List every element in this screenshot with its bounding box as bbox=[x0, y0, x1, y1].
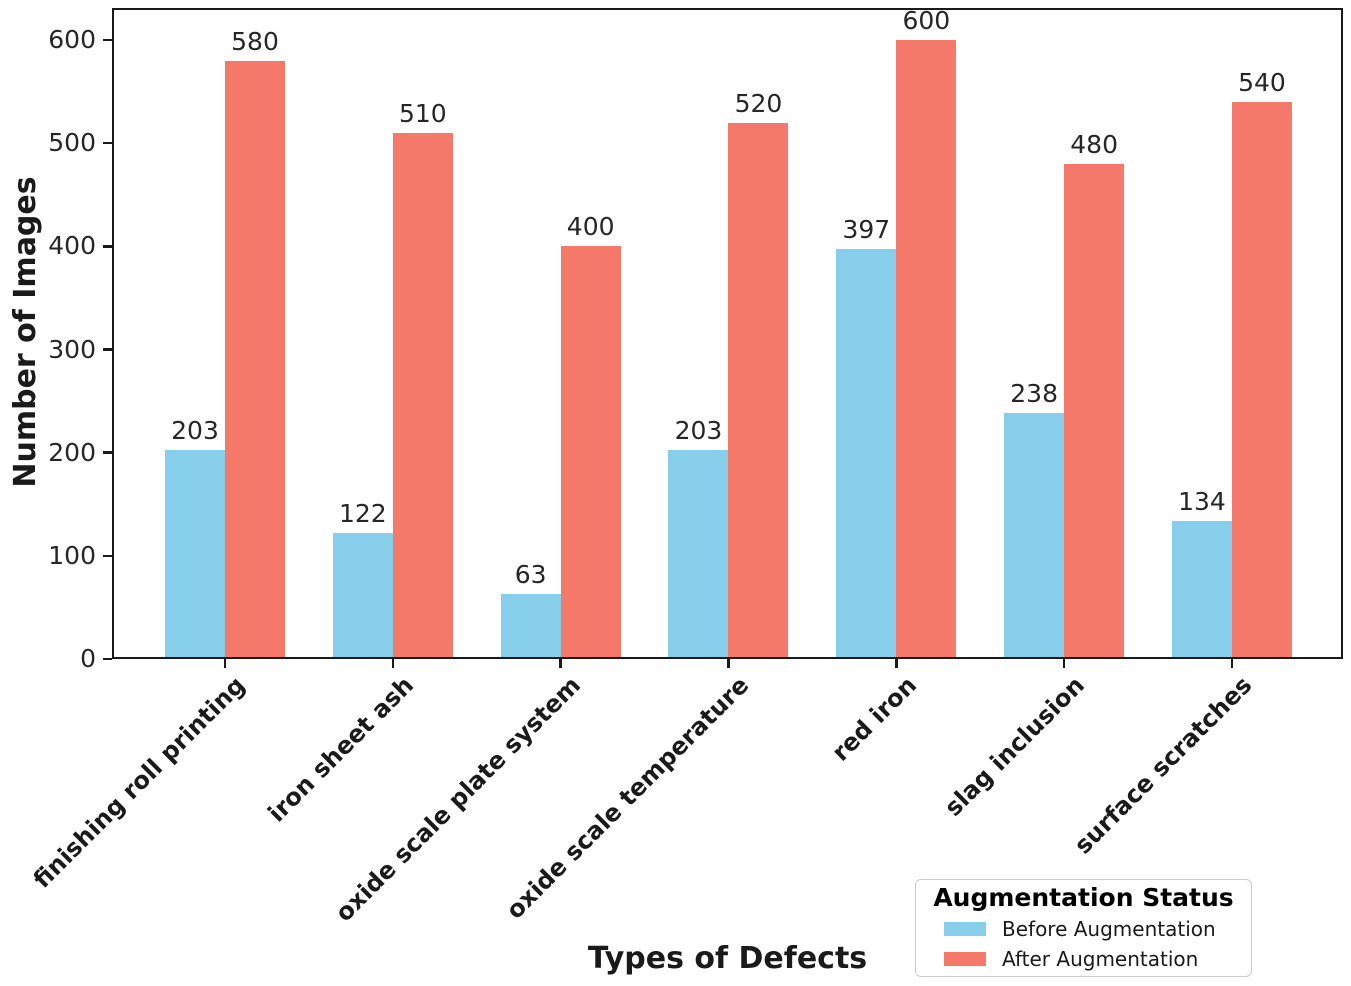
bar-before-augmentation bbox=[668, 449, 729, 659]
bar-value-label: 238 bbox=[1010, 379, 1058, 409]
bar-value-label: 540 bbox=[1238, 67, 1286, 97]
bar-after-augmentation bbox=[560, 246, 621, 659]
y-tick-mark bbox=[103, 245, 112, 248]
x-tick-mark bbox=[895, 659, 898, 668]
y-tick-mark bbox=[103, 451, 112, 454]
bar-value-label: 510 bbox=[398, 98, 447, 128]
legend-entry-label: After Augmentation bbox=[1002, 947, 1199, 971]
y-tick-label: 400 bbox=[48, 231, 96, 261]
legend-swatch bbox=[944, 922, 986, 936]
x-tick-label: slag inclusion bbox=[939, 671, 1090, 822]
legend-entry-label: Before Augmentation bbox=[1002, 917, 1216, 941]
y-tick-mark bbox=[103, 657, 112, 661]
x-tick-mark bbox=[1062, 659, 1066, 668]
y-tick-label: 500 bbox=[48, 128, 96, 158]
y-tick-label: 200 bbox=[48, 437, 96, 467]
x-tick-mark bbox=[223, 659, 227, 668]
y-tick-label: 600 bbox=[48, 25, 96, 54]
x-tick-label: red iron bbox=[826, 671, 923, 767]
bar-value-label: 134 bbox=[1178, 486, 1226, 516]
y-tick-label: 300 bbox=[48, 334, 96, 364]
legend-swatch bbox=[944, 952, 986, 966]
y-axis-title: Number of Images bbox=[8, 176, 43, 488]
y-tick-mark bbox=[103, 38, 112, 42]
x-tick-mark bbox=[1230, 659, 1234, 668]
y-tick-label: 0 bbox=[80, 644, 96, 673]
x-tick-label: finishing roll printing bbox=[28, 671, 251, 894]
bar-value-label: 122 bbox=[338, 499, 387, 529]
bar-after-augmentation bbox=[225, 60, 285, 659]
bar-before-augmentation bbox=[332, 533, 393, 659]
y-tick-mark bbox=[103, 141, 112, 145]
legend-title: Augmentation Status bbox=[933, 883, 1234, 912]
bar-value-label: 397 bbox=[842, 215, 891, 245]
bar-value-label: 480 bbox=[1070, 129, 1118, 159]
legend-entries: Before Augmentation After Augmentation bbox=[916, 915, 1251, 973]
bar-value-label: 520 bbox=[734, 88, 783, 118]
x-tick-mark bbox=[391, 659, 395, 668]
bar-after-augmentation bbox=[392, 132, 453, 659]
bar-value-label: 203 bbox=[171, 415, 219, 445]
bar-after-augmentation bbox=[896, 40, 957, 659]
bar-before-augmentation bbox=[836, 249, 897, 659]
y-tick-label: 100 bbox=[48, 540, 96, 570]
x-tick-label: surface scratches bbox=[1069, 671, 1258, 860]
y-tick-mark bbox=[103, 348, 112, 351]
bar-after-augmentation bbox=[728, 122, 789, 659]
x-axis-title: Types of Defects bbox=[587, 941, 868, 976]
bar-after-augmentation bbox=[1231, 101, 1292, 659]
legend: Augmentation Status Before Augmentation A… bbox=[915, 879, 1252, 977]
x-tick-mark bbox=[559, 659, 562, 668]
bar-before-augmentation bbox=[1004, 413, 1065, 659]
bar-value-label: 203 bbox=[674, 415, 723, 445]
bar-value-label: 400 bbox=[566, 212, 615, 242]
bar-value-label: 580 bbox=[231, 26, 279, 56]
bar-before-augmentation bbox=[1171, 520, 1232, 659]
bar-value-label: 600 bbox=[902, 6, 951, 35]
x-tick-mark bbox=[727, 659, 730, 668]
bar-before-augmentation bbox=[500, 594, 561, 659]
y-tick-mark bbox=[103, 554, 112, 558]
bar-value-label: 63 bbox=[514, 560, 547, 589]
bar-after-augmentation bbox=[1064, 163, 1125, 659]
x-tick-label: iron sheet ash bbox=[262, 671, 419, 828]
legend-entry: After Augmentation bbox=[916, 945, 1251, 973]
bar-before-augmentation bbox=[165, 449, 225, 659]
legend-entry: Before Augmentation bbox=[916, 915, 1251, 943]
